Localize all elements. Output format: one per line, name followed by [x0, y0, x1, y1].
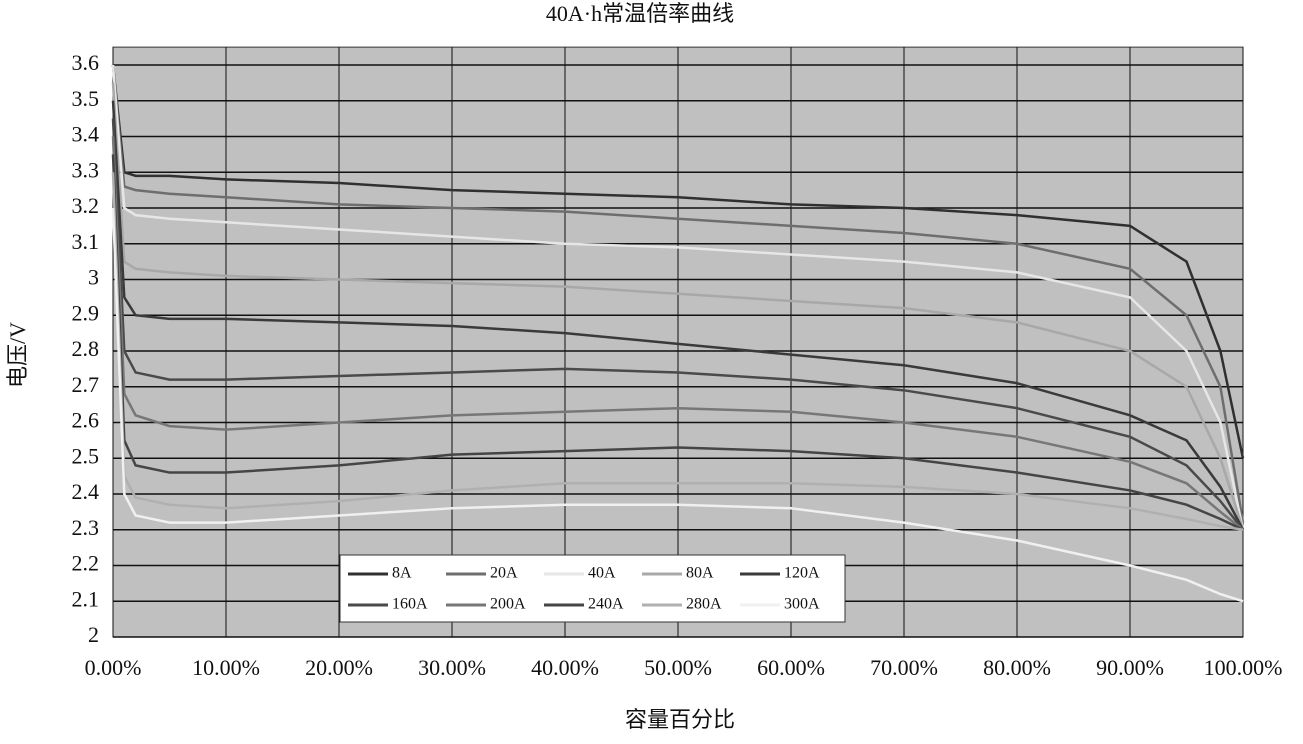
legend-label: 300A — [784, 596, 820, 613]
x-tick-label: 40.00% — [531, 655, 599, 680]
series-line — [111, 64, 1245, 531]
y-tick-label: 2.5 — [72, 443, 100, 468]
x-tick-label: 20.00% — [305, 655, 373, 680]
x-tick-label: 70.00% — [870, 655, 938, 680]
y-tick-label: 3.2 — [72, 193, 100, 218]
legend-label: 240A — [588, 596, 624, 613]
series-line — [111, 136, 1244, 531]
x-tick-label: 60.00% — [757, 655, 825, 680]
series-line — [111, 64, 1245, 523]
legend-label: 280A — [686, 596, 722, 613]
x-tick-label: 50.00% — [644, 655, 712, 680]
y-tick-label: 3.5 — [72, 86, 100, 111]
legend-label: 200A — [490, 596, 526, 613]
legend-label: 8A — [392, 565, 412, 582]
series-line — [111, 154, 1244, 531]
y-tick-label: 3.3 — [72, 157, 100, 182]
x-tick-label: 10.00% — [192, 655, 260, 680]
y-tick-label: 2.4 — [72, 479, 100, 504]
x-tick-label: 90.00% — [1096, 655, 1164, 680]
y-tick-label: 2.6 — [72, 408, 100, 433]
legend-label: 120A — [784, 565, 820, 582]
y-tick-label: 3 — [88, 265, 99, 290]
y-tick-label: 3.4 — [72, 122, 100, 147]
legend-label: 40A — [588, 565, 616, 582]
y-axis-label: 电压/V — [5, 322, 30, 388]
legend-label: 160A — [392, 596, 428, 613]
series-line — [111, 118, 1244, 531]
legend-label: 80A — [686, 565, 714, 582]
legend-box — [339, 554, 846, 623]
x-tick-label: 100.00% — [1204, 655, 1283, 680]
y-tick-label: 2.9 — [72, 300, 100, 325]
series-line — [111, 207, 1244, 603]
x-tick-label: 0.00% — [85, 655, 142, 680]
chart-title: 40A·h常温倍率曲线 — [546, 1, 734, 26]
y-tick-label: 2.7 — [72, 372, 100, 397]
series-line — [111, 64, 1245, 459]
y-tick-label: 2.8 — [72, 336, 100, 361]
y-tick-label: 3.1 — [72, 229, 100, 254]
legend-label: 20A — [490, 565, 518, 582]
y-tick-label: 2.2 — [72, 551, 100, 576]
y-tick-label: 2.3 — [72, 515, 100, 540]
y-tick-label: 3.6 — [72, 50, 100, 75]
x-tick-label: 30.00% — [418, 655, 486, 680]
y-tick-label: 2 — [88, 622, 99, 647]
x-axis-label: 容量百分比 — [625, 707, 735, 732]
series-line — [111, 172, 1244, 531]
x-tick-label: 80.00% — [983, 655, 1051, 680]
y-tick-label: 2.1 — [72, 586, 100, 611]
series-line — [111, 100, 1245, 531]
series-line — [111, 82, 1245, 531]
